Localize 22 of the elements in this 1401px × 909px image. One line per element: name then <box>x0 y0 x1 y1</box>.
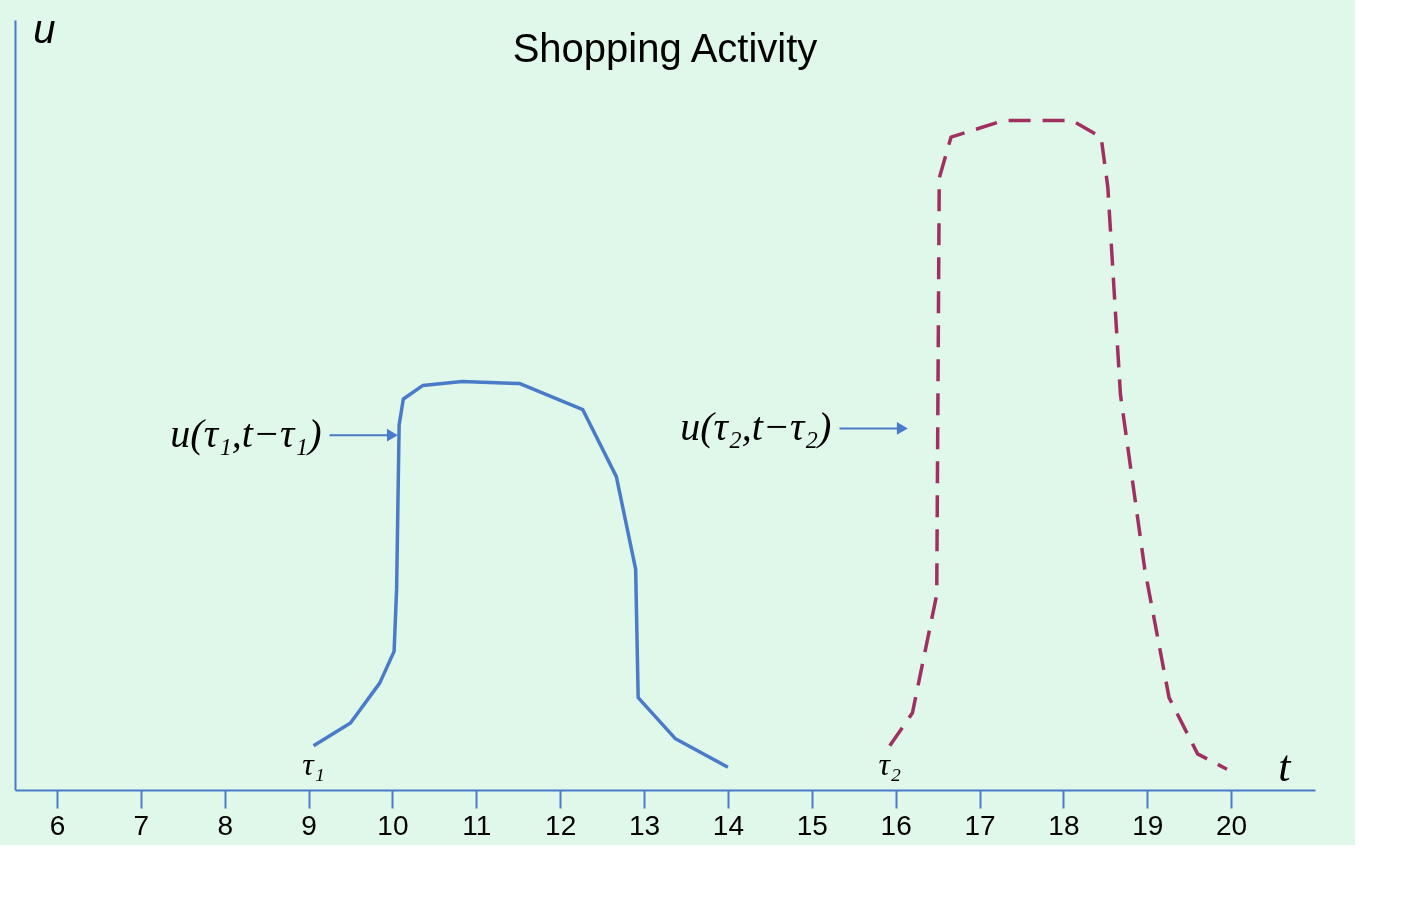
x-tick-label: 18 <box>1048 809 1080 841</box>
annotation: u(τ₁,t−τ₁) <box>170 411 322 457</box>
annotation: u(τ₂,t−τ₂) <box>680 404 832 450</box>
annotation: τ₂ <box>878 745 902 782</box>
x-axis-title: t <box>1278 741 1293 791</box>
x-tick-label: 10 <box>377 809 409 841</box>
chart-title: Shopping Activity <box>512 26 818 70</box>
x-tick-label: 17 <box>964 809 996 841</box>
y-axis-title: u <box>33 6 56 51</box>
x-tick-label: 6 <box>49 809 66 841</box>
annotation: τ₁ <box>302 745 325 782</box>
x-tick-label: 7 <box>133 809 150 841</box>
x-tick-label: 20 <box>1216 809 1248 841</box>
x-tick-label: 11 <box>462 809 492 841</box>
x-tick-label: 16 <box>880 809 912 841</box>
x-tick-label: 13 <box>628 809 661 841</box>
x-tick-label: 9 <box>301 809 317 841</box>
x-tick-label: 14 <box>712 809 744 841</box>
x-tick-label: 12 <box>545 809 577 841</box>
x-tick-label: 15 <box>796 809 828 841</box>
x-tick-label: 8 <box>217 809 233 841</box>
x-tick-label: 19 <box>1132 809 1164 841</box>
